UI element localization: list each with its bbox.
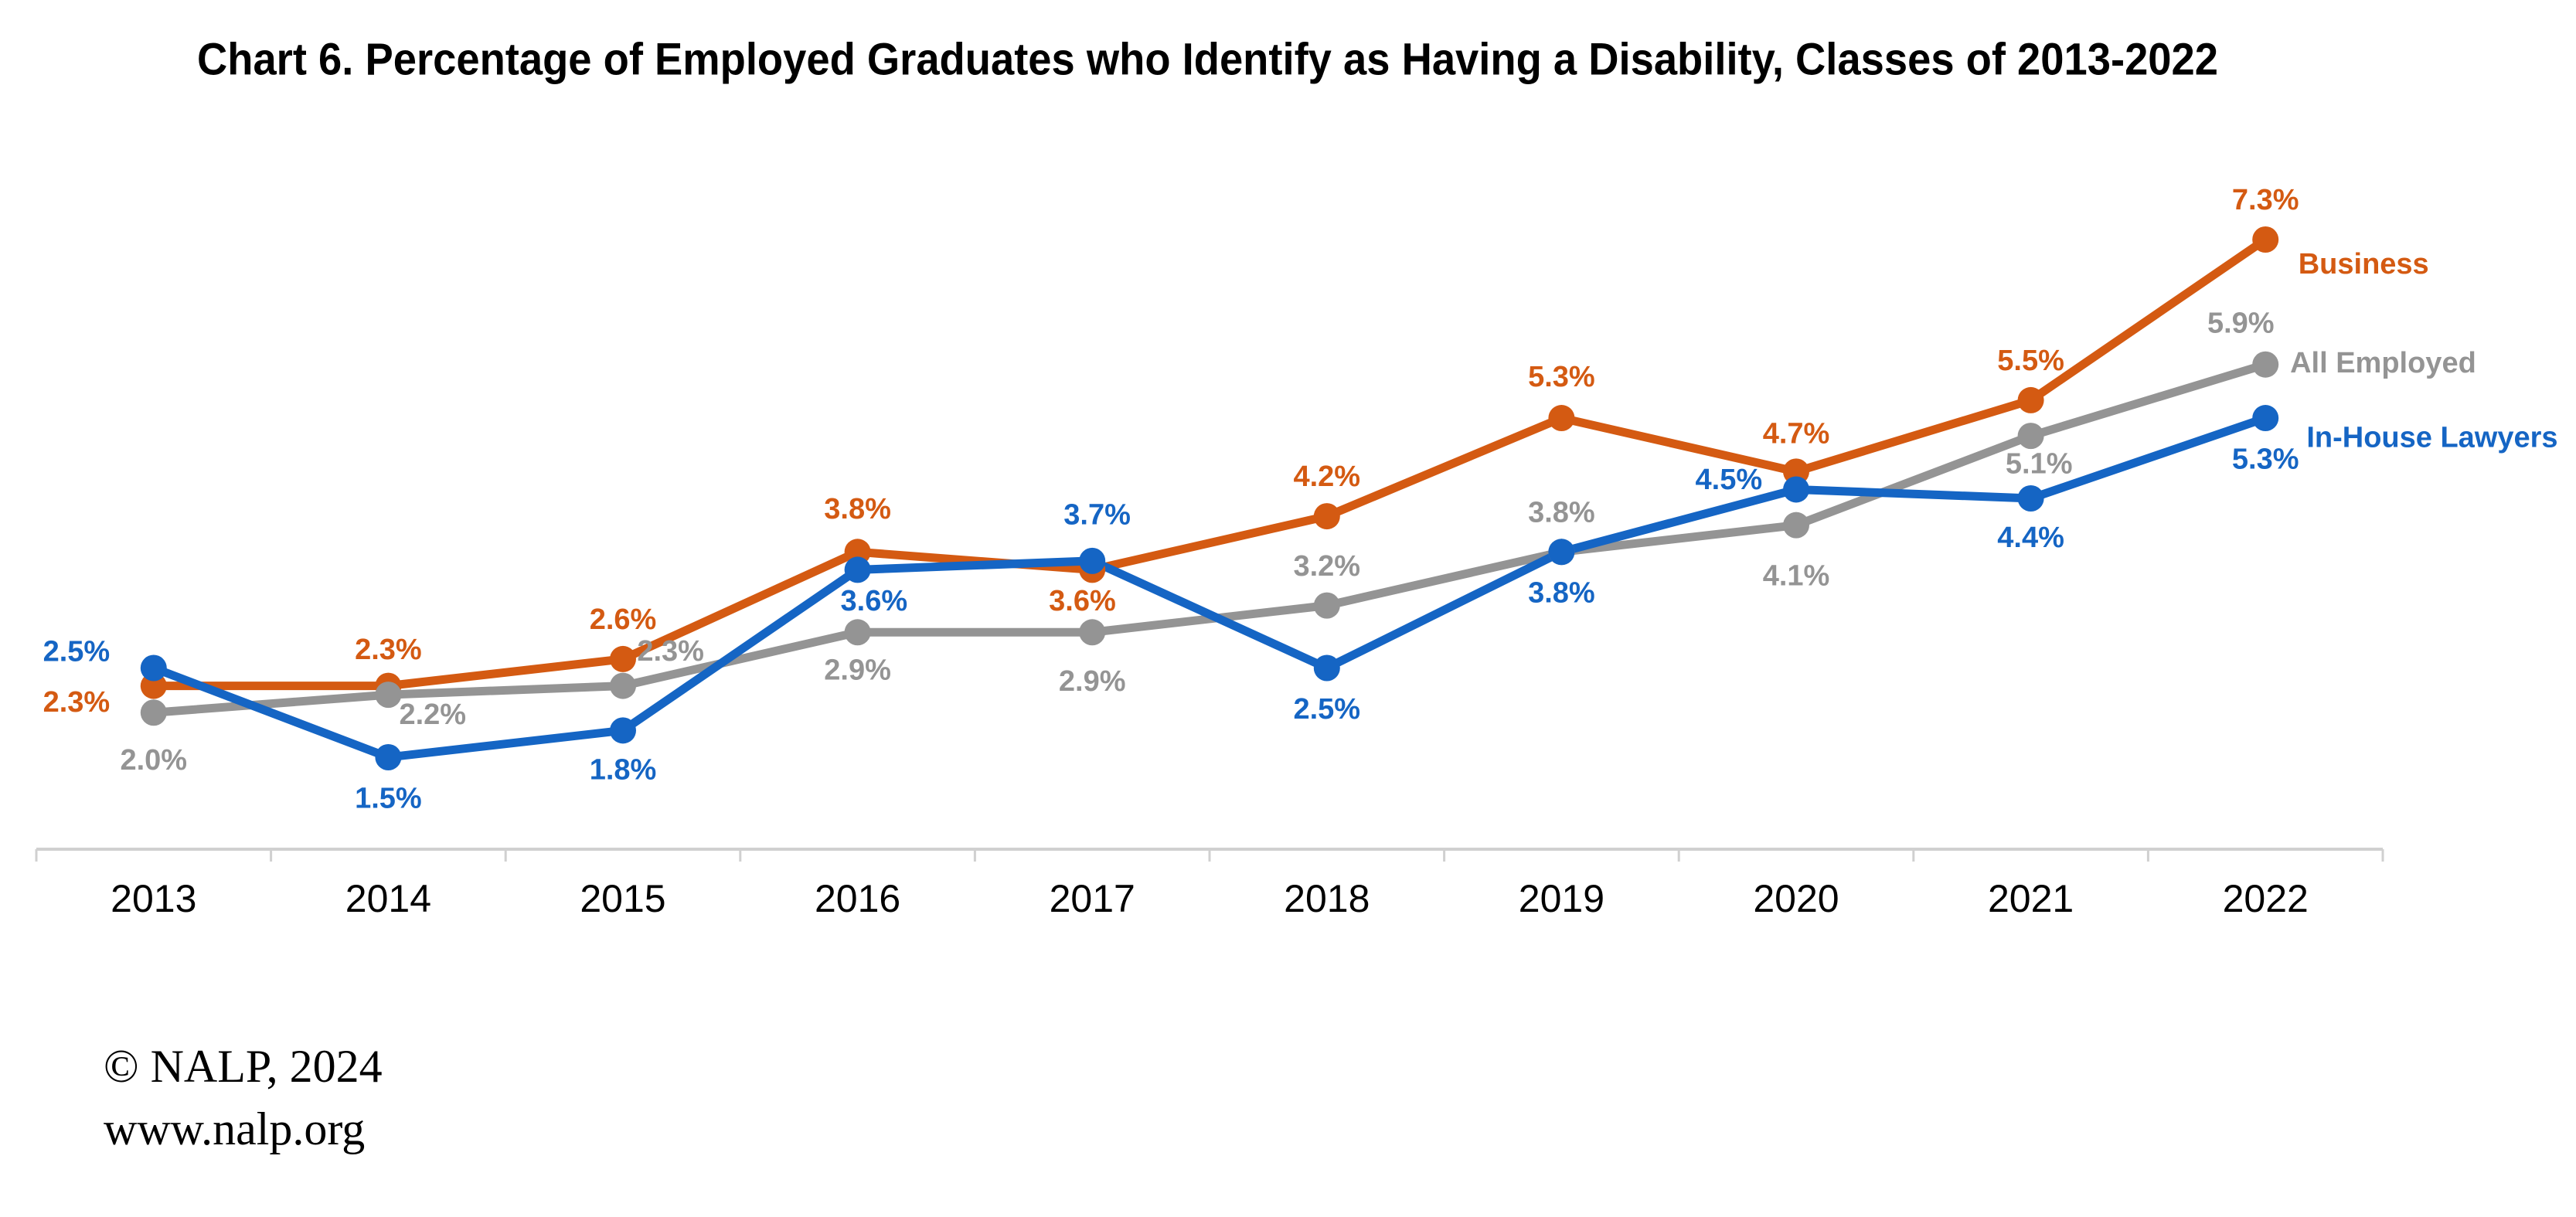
point xyxy=(140,699,167,726)
point xyxy=(1313,503,1340,530)
point xyxy=(1079,619,1106,646)
point xyxy=(2252,405,2279,432)
data-label: 4.2% xyxy=(1293,461,1360,493)
data-label: 5.1% xyxy=(2006,447,2073,480)
data-label: 5.3% xyxy=(1528,361,1595,393)
point xyxy=(2017,423,2044,450)
x-tick-label: 2013 xyxy=(111,877,196,920)
x-tick-label: 2016 xyxy=(815,877,900,920)
data-label: 4.7% xyxy=(1763,418,1830,450)
data-label: 1.5% xyxy=(355,782,422,814)
data-label: 5.9% xyxy=(2207,308,2275,340)
series-name: Business xyxy=(2299,248,2429,280)
point xyxy=(2017,485,2044,512)
chart-title: Chart 6. Percentage of Employed Graduate… xyxy=(197,34,2218,84)
data-label: 2.9% xyxy=(824,654,891,686)
point xyxy=(1313,654,1340,682)
copyright: © NALP, 2024 xyxy=(104,1041,383,1092)
point xyxy=(2252,226,2279,253)
point xyxy=(1783,476,1809,503)
data-label: 3.8% xyxy=(1528,496,1595,529)
point xyxy=(1313,592,1340,619)
data-label: 4.5% xyxy=(1696,464,1763,496)
point xyxy=(375,682,402,709)
x-tick-label: 2015 xyxy=(580,877,665,920)
data-label: 2.3% xyxy=(637,635,704,668)
point xyxy=(1079,547,1106,574)
point xyxy=(375,744,402,770)
point xyxy=(610,672,636,699)
data-label: 2.5% xyxy=(43,635,111,668)
point xyxy=(610,717,636,744)
point xyxy=(2017,386,2044,413)
data-label: 7.3% xyxy=(2232,184,2299,216)
x-tick-label: 2022 xyxy=(2223,877,2309,920)
data-label: 2.0% xyxy=(120,744,187,777)
data-label: 3.6% xyxy=(841,585,908,617)
x-tick-label: 2021 xyxy=(1988,877,2074,920)
series-line xyxy=(151,413,2267,762)
data-label: 3.8% xyxy=(1528,577,1595,610)
data-label: 2.3% xyxy=(43,686,111,719)
x-tick-label: 2014 xyxy=(345,877,431,920)
x-tick-label: 2019 xyxy=(1519,877,1604,920)
url: www.nalp.org xyxy=(104,1103,365,1154)
data-label: 3.6% xyxy=(1049,585,1116,617)
data-label: 2.6% xyxy=(590,603,657,636)
series-line xyxy=(153,236,2268,691)
data-label: 3.2% xyxy=(1293,550,1360,583)
point xyxy=(844,556,871,583)
data-label: 3.7% xyxy=(1063,498,1131,531)
series-name: In-House Lawyers xyxy=(2306,422,2557,454)
data-label: 2.5% xyxy=(1293,693,1360,726)
data-label: 1.8% xyxy=(590,754,657,787)
point xyxy=(140,654,167,682)
x-tick-label: 2020 xyxy=(1753,877,1839,920)
data-label: 5.5% xyxy=(1997,345,2064,377)
data-label: 4.4% xyxy=(1997,522,2064,554)
series-name: All Employed xyxy=(2290,347,2476,379)
x-tick-label: 2018 xyxy=(1284,877,1370,920)
data-label: 2.2% xyxy=(399,699,466,731)
point xyxy=(844,619,871,646)
point xyxy=(1783,512,1809,539)
point xyxy=(1548,539,1575,566)
data-label: 2.9% xyxy=(1059,665,1126,698)
data-label: 4.1% xyxy=(1763,560,1830,593)
data-label: 5.3% xyxy=(2232,443,2299,475)
data-label: 3.8% xyxy=(824,493,891,525)
point xyxy=(610,645,636,672)
data-label: 2.3% xyxy=(355,634,422,666)
x-tick-label: 2017 xyxy=(1050,877,1135,920)
point xyxy=(2252,351,2279,378)
point xyxy=(1548,405,1575,432)
